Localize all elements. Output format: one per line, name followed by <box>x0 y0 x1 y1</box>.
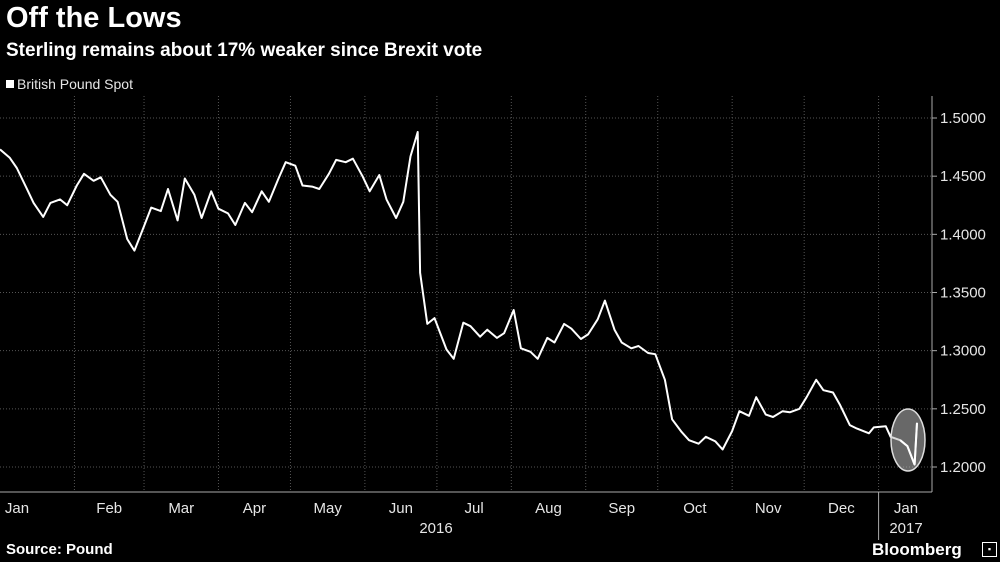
y-tick-label: 1.5000 <box>940 110 986 127</box>
y-tick-label: 1.4000 <box>940 226 986 243</box>
y-tick-label: 1.3500 <box>940 285 986 302</box>
y-tick-label: 1.2000 <box>940 459 986 476</box>
chart-title: Off the Lows <box>6 2 182 34</box>
x-tick-label: Apr <box>243 500 266 517</box>
x-year-label: 2017 <box>889 520 922 537</box>
x-year-label: 2016 <box>419 520 452 537</box>
x-tick-label: Dec <box>828 500 855 517</box>
x-tick-label: Jun <box>389 500 413 517</box>
y-tick-label: 1.4500 <box>940 168 986 185</box>
x-tick-label: Jan <box>5 500 29 517</box>
series-line-tail <box>899 422 918 466</box>
series-line-british-pound-spot <box>0 131 918 466</box>
x-tick-label: Sep <box>608 500 635 517</box>
legend-swatch <box>6 80 14 88</box>
x-tick-label: Jul <box>465 500 484 517</box>
y-tick-label: 1.2500 <box>940 401 986 418</box>
x-tick-label: Nov <box>755 500 782 517</box>
x-tick-label: Feb <box>96 500 122 517</box>
x-tick-label: Aug <box>535 500 562 517</box>
source-note: Source: Pound <box>6 541 113 558</box>
highlight-ellipse <box>890 408 926 472</box>
legend-label: British Pound Spot <box>17 76 133 92</box>
bloomberg-terminal-icon: ▪ <box>982 542 997 557</box>
x-tick-label: May <box>313 500 342 517</box>
bloomberg-logo: Bloomberg <box>872 540 962 559</box>
x-tick-label: Oct <box>683 500 707 517</box>
x-tick-label: Jan <box>894 500 918 517</box>
y-tick-label: 1.3000 <box>940 343 986 360</box>
chart-subtitle: Sterling remains about 17% weaker since … <box>6 40 483 61</box>
legend: British Pound Spot <box>6 76 133 92</box>
x-tick-label: Mar <box>168 500 194 517</box>
